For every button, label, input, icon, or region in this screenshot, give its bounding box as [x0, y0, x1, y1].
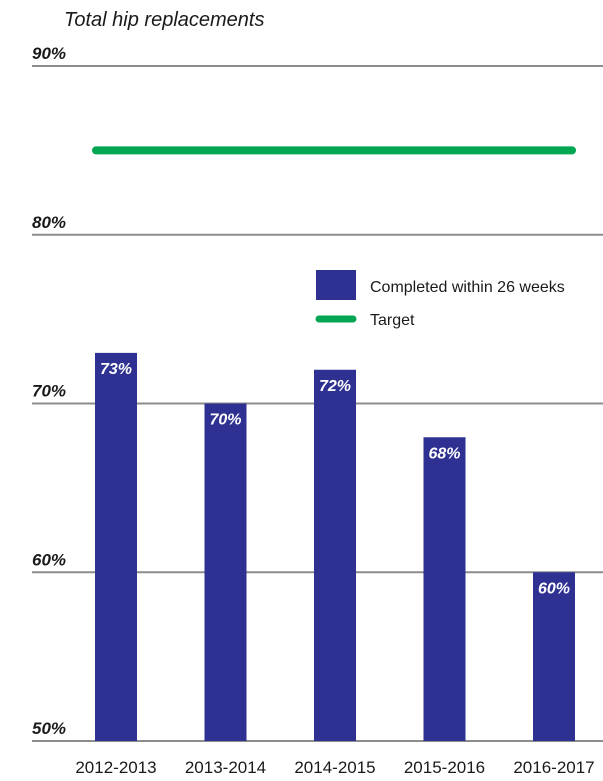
y-tick-label: 90%	[32, 44, 66, 63]
x-tick-label: 2014-2015	[294, 758, 375, 777]
legend-swatch-completed	[316, 270, 356, 300]
legend: Completed within 26 weeks Target	[315, 270, 565, 329]
x-tick-label: 2012-2013	[75, 758, 156, 777]
x-tick-label: 2015-2016	[404, 758, 485, 777]
y-tick-label: 50%	[32, 719, 66, 738]
bar-value-label: 68%	[428, 445, 460, 462]
y-tick-label: 60%	[32, 550, 66, 569]
chart-title: Total hip replacements	[64, 9, 265, 31]
x-tick-label: 2016-2017	[513, 758, 594, 777]
x-tick-label: 2013-2014	[185, 758, 266, 777]
bar-value-label: 60%	[538, 580, 570, 597]
y-tick-label: 80%	[32, 213, 66, 232]
legend-label-target: Target	[370, 312, 415, 329]
bar-value-label: 73%	[100, 361, 132, 378]
bar-value-label: 70%	[209, 412, 241, 429]
y-tick-label: 70%	[32, 382, 66, 401]
bars: 73% 70% 72% 68% 60%	[95, 352, 575, 741]
bar	[423, 437, 466, 741]
x-axis-ticks: 2012-2013 2013-2014 2014-2015 2015-2016 2016…	[75, 758, 594, 777]
bar	[204, 403, 247, 741]
bar-value-label: 72%	[319, 378, 351, 395]
legend-label-completed: Completed within 26 weeks	[370, 279, 565, 296]
bar	[533, 572, 575, 741]
bar	[314, 369, 356, 741]
bar	[95, 352, 137, 741]
